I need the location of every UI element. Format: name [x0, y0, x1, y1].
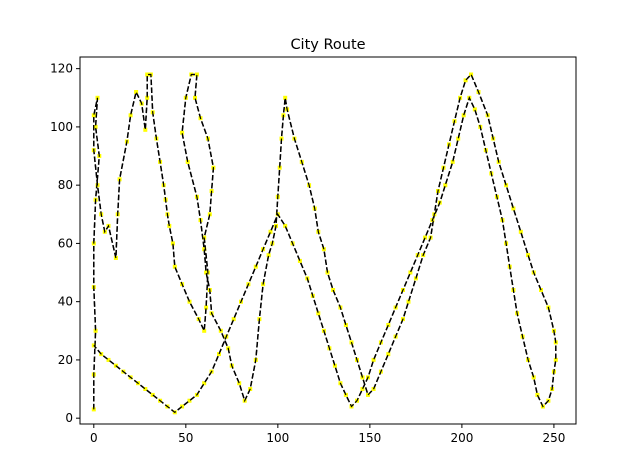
route-line: [93, 73, 557, 414]
axes-frame: [79, 56, 577, 425]
y-tick-label: 20: [58, 353, 73, 367]
city-point: [128, 113, 133, 118]
y-tick-label: 60: [58, 236, 73, 250]
city-point: [202, 328, 207, 333]
city-point: [106, 357, 111, 362]
city-point: [472, 107, 477, 112]
city-point: [266, 253, 271, 258]
city-point: [143, 387, 148, 391]
city-point: [172, 264, 177, 269]
city-point: [194, 72, 199, 77]
city-point: [283, 95, 288, 100]
x-tick-label: 0: [90, 431, 98, 445]
y-tick-label: 100: [50, 120, 73, 134]
route-line-overlay: [93, 73, 557, 414]
city-point: [193, 95, 197, 100]
city-point: [443, 183, 448, 188]
city-markers: [91, 72, 558, 415]
city-point: [469, 72, 474, 77]
plot-area: [91, 72, 558, 415]
city-point: [180, 404, 185, 409]
city-point: [253, 264, 258, 269]
chart-title: City Route: [290, 37, 365, 53]
city-point: [202, 381, 207, 386]
city-point: [371, 357, 376, 362]
city-point: [332, 363, 337, 368]
city-point: [316, 311, 321, 316]
city-point: [202, 247, 207, 252]
city-point: [343, 323, 348, 327]
city-point: [91, 113, 96, 118]
city-point: [526, 253, 531, 258]
city-point: [553, 357, 558, 362]
city-point: [511, 206, 516, 211]
city-point: [231, 317, 236, 322]
city-point: [204, 305, 209, 310]
city-point: [450, 159, 455, 164]
city-point: [366, 392, 370, 397]
city-point: [535, 392, 540, 397]
city-point: [297, 258, 302, 263]
city-point: [145, 72, 150, 77]
axes: 0 50 100 150 200 250 0 20 40 60 80 100 120: [50, 56, 577, 445]
city-point: [150, 392, 155, 397]
x-tick-label: 200: [450, 431, 473, 445]
y-tick-label: 80: [58, 178, 73, 192]
city-point: [237, 381, 242, 386]
city-point: [207, 212, 212, 217]
city-point: [406, 299, 411, 304]
city-point: [204, 270, 209, 275]
city-point: [531, 375, 536, 380]
city-point: [360, 387, 365, 391]
city-point: [134, 90, 139, 94]
city-point: [408, 270, 413, 275]
city-point: [217, 352, 221, 357]
x-tick-label: 150: [358, 431, 381, 445]
city-point: [93, 328, 98, 333]
city-point: [170, 241, 175, 246]
city-point: [283, 223, 288, 228]
city-point: [463, 78, 468, 83]
y-tick-label: 0: [65, 411, 73, 425]
x-tick-label: 100: [266, 431, 289, 445]
city-point: [93, 124, 98, 129]
city-point: [461, 113, 466, 118]
x-tick-label: 50: [178, 431, 193, 445]
city-point: [185, 159, 190, 164]
city-point: [145, 95, 150, 100]
city-point: [268, 229, 273, 234]
city-point: [187, 398, 192, 403]
city-point: [180, 130, 185, 135]
y-tick-label: 120: [50, 62, 73, 76]
city-point: [331, 288, 336, 292]
city-point: [386, 352, 391, 357]
city-point: [386, 323, 391, 327]
city-point: [187, 299, 192, 304]
city-point: [143, 127, 148, 132]
x-tick-label: 250: [542, 431, 565, 445]
city-point: [518, 229, 523, 234]
city-point: [456, 136, 461, 141]
city-point: [277, 165, 282, 170]
city-point: [423, 235, 428, 240]
y-tick-label: 40: [58, 295, 73, 309]
